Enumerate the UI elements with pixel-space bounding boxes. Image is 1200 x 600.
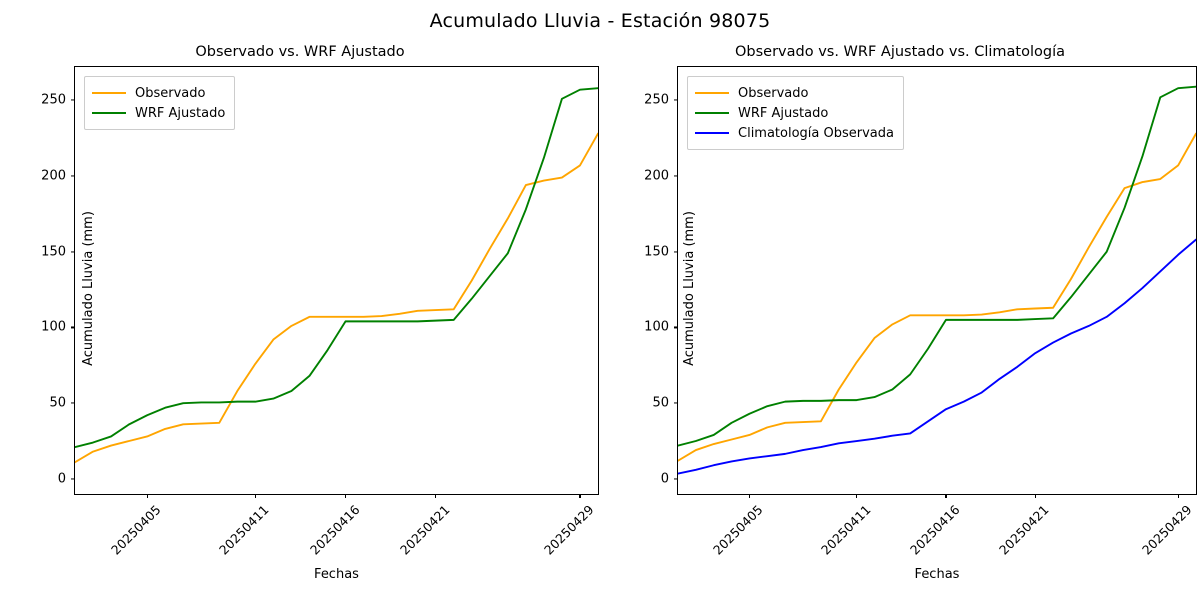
subplot-left: Observado vs. WRF Ajustado Acumulado Llu…	[41, 44, 599, 582]
x-tickmark-20250421	[1034, 494, 1036, 498]
x-tick-label-20250429: 20250429	[540, 502, 597, 558]
y-tickmark-150	[71, 251, 75, 253]
x-tickmark-20250429	[579, 494, 581, 498]
legend-label-observado: Observado	[135, 85, 206, 101]
y-tickmark-50	[71, 402, 75, 404]
x-tickmark-20250411	[856, 494, 858, 498]
y-tick-label-200: 200	[644, 168, 669, 184]
legend-left[interactable]: Observado WRF Ajustado	[84, 76, 236, 130]
y-tick-label-150: 150	[644, 244, 669, 260]
series-line-wrf-ajustado	[678, 87, 1196, 446]
x-tick-label-20250416: 20250416	[306, 502, 363, 558]
x-tick-label-20250416: 20250416	[906, 502, 963, 558]
x-tick-label-20250421: 20250421	[996, 502, 1052, 558]
legend-label-wrf-ajustado: WRF Ajustado	[738, 105, 829, 121]
x-tick-label-20250429: 20250429	[1139, 502, 1195, 558]
y-tick-label-50: 50	[652, 395, 669, 411]
axes-right: Acumulado Lluvia (mm) Fechas Observado W…	[644, 66, 1197, 582]
y-tick-label-150: 150	[41, 244, 66, 260]
x-tickmark-20250416	[345, 494, 347, 498]
axis-label-y-left: Acumulado Lluvia (mm)	[80, 210, 96, 366]
x-tickmark-20250421	[435, 494, 437, 498]
legend-item-wrf-ajustado: WRF Ajustado	[695, 103, 894, 123]
legend-swatch-observado	[695, 92, 729, 94]
y-tick-label-50: 50	[49, 395, 66, 411]
y-tickmark-200	[71, 175, 75, 177]
y-tickmark-250	[674, 99, 678, 101]
legend-swatch-climatologia-observada	[695, 132, 729, 134]
legend-item-observado: Observado	[92, 83, 225, 103]
y-tick-label-100: 100	[644, 319, 669, 335]
y-tickmark-100	[71, 326, 75, 328]
y-tickmark-150	[674, 251, 678, 253]
y-tickmark-250	[71, 99, 75, 101]
subplot-right: Observado vs. WRF Ajustado vs. Climatolo…	[600, 0, 1200, 600]
y-tick-label-0: 0	[57, 471, 66, 487]
axis-label-x-left: Fechas	[314, 567, 359, 582]
x-tick-label-20250411: 20250411	[216, 502, 272, 558]
legend-item-climatologia-observada: Climatología Observada	[695, 123, 894, 143]
x-tick-label-20250405: 20250405	[710, 502, 767, 558]
y-tickmark-0	[71, 478, 75, 480]
legend-label-climatologia-observada: Climatología Observada	[738, 125, 894, 141]
y-tick-label-200: 200	[41, 168, 66, 184]
x-tickmark-20250405	[146, 494, 148, 498]
series-line-wrf-ajustado	[75, 88, 598, 447]
axis-label-y-right: Acumulado Lluvia (mm)	[681, 210, 697, 366]
x-tickmark-20250405	[748, 494, 751, 498]
legend-item-wrf-ajustado: WRF Ajustado	[92, 103, 225, 123]
y-tick-label-100: 100	[41, 319, 66, 335]
legend-label-wrf-ajustado: WRF Ajustado	[135, 105, 226, 121]
legend-label-observado: Observado	[738, 85, 809, 101]
series-line-observado	[678, 134, 1196, 461]
legend-right[interactable]: Observado WRF Ajustado Climatología Obse…	[687, 76, 904, 150]
y-tick-label-250: 250	[41, 92, 66, 108]
x-tick-label-20250405: 20250405	[108, 502, 164, 558]
figure-title: Acumulado Lluvia - Estación 98075	[429, 10, 771, 32]
subplot-right-title: Observado vs. WRF Ajustado vs. Climatolo…	[735, 44, 1065, 60]
axes-left: Acumulado Lluvia (mm) Fechas Observado W…	[41, 66, 599, 582]
series-line-observado	[75, 134, 598, 463]
y-tick-label-0: 0	[660, 471, 669, 487]
y-tick-label-250: 250	[644, 92, 669, 108]
legend-swatch-wrf-ajustado	[695, 112, 729, 114]
series-line-climatolog-a-observada	[678, 240, 1196, 474]
x-tickmark-20250429	[1177, 494, 1179, 498]
y-tickmark-0	[674, 478, 678, 480]
x-tick-label-20250421: 20250421	[396, 502, 453, 558]
y-tickmark-100	[674, 326, 678, 328]
x-tickmark-20250411	[254, 494, 256, 498]
legend-swatch-observado	[92, 92, 126, 94]
axis-label-x-right: Fechas	[914, 567, 960, 582]
y-tickmark-200	[674, 175, 678, 177]
x-tick-label-20250411: 20250411	[817, 502, 874, 558]
legend-item-observado: Observado	[695, 83, 894, 103]
x-tickmark-20250416	[945, 494, 947, 498]
subplot-left-title: Observado vs. WRF Ajustado	[195, 44, 405, 60]
plot-lines-right	[678, 67, 1196, 494]
y-tickmark-50	[674, 402, 678, 404]
legend-swatch-wrf-ajustado	[92, 112, 126, 114]
plot-lines-left	[75, 67, 598, 494]
